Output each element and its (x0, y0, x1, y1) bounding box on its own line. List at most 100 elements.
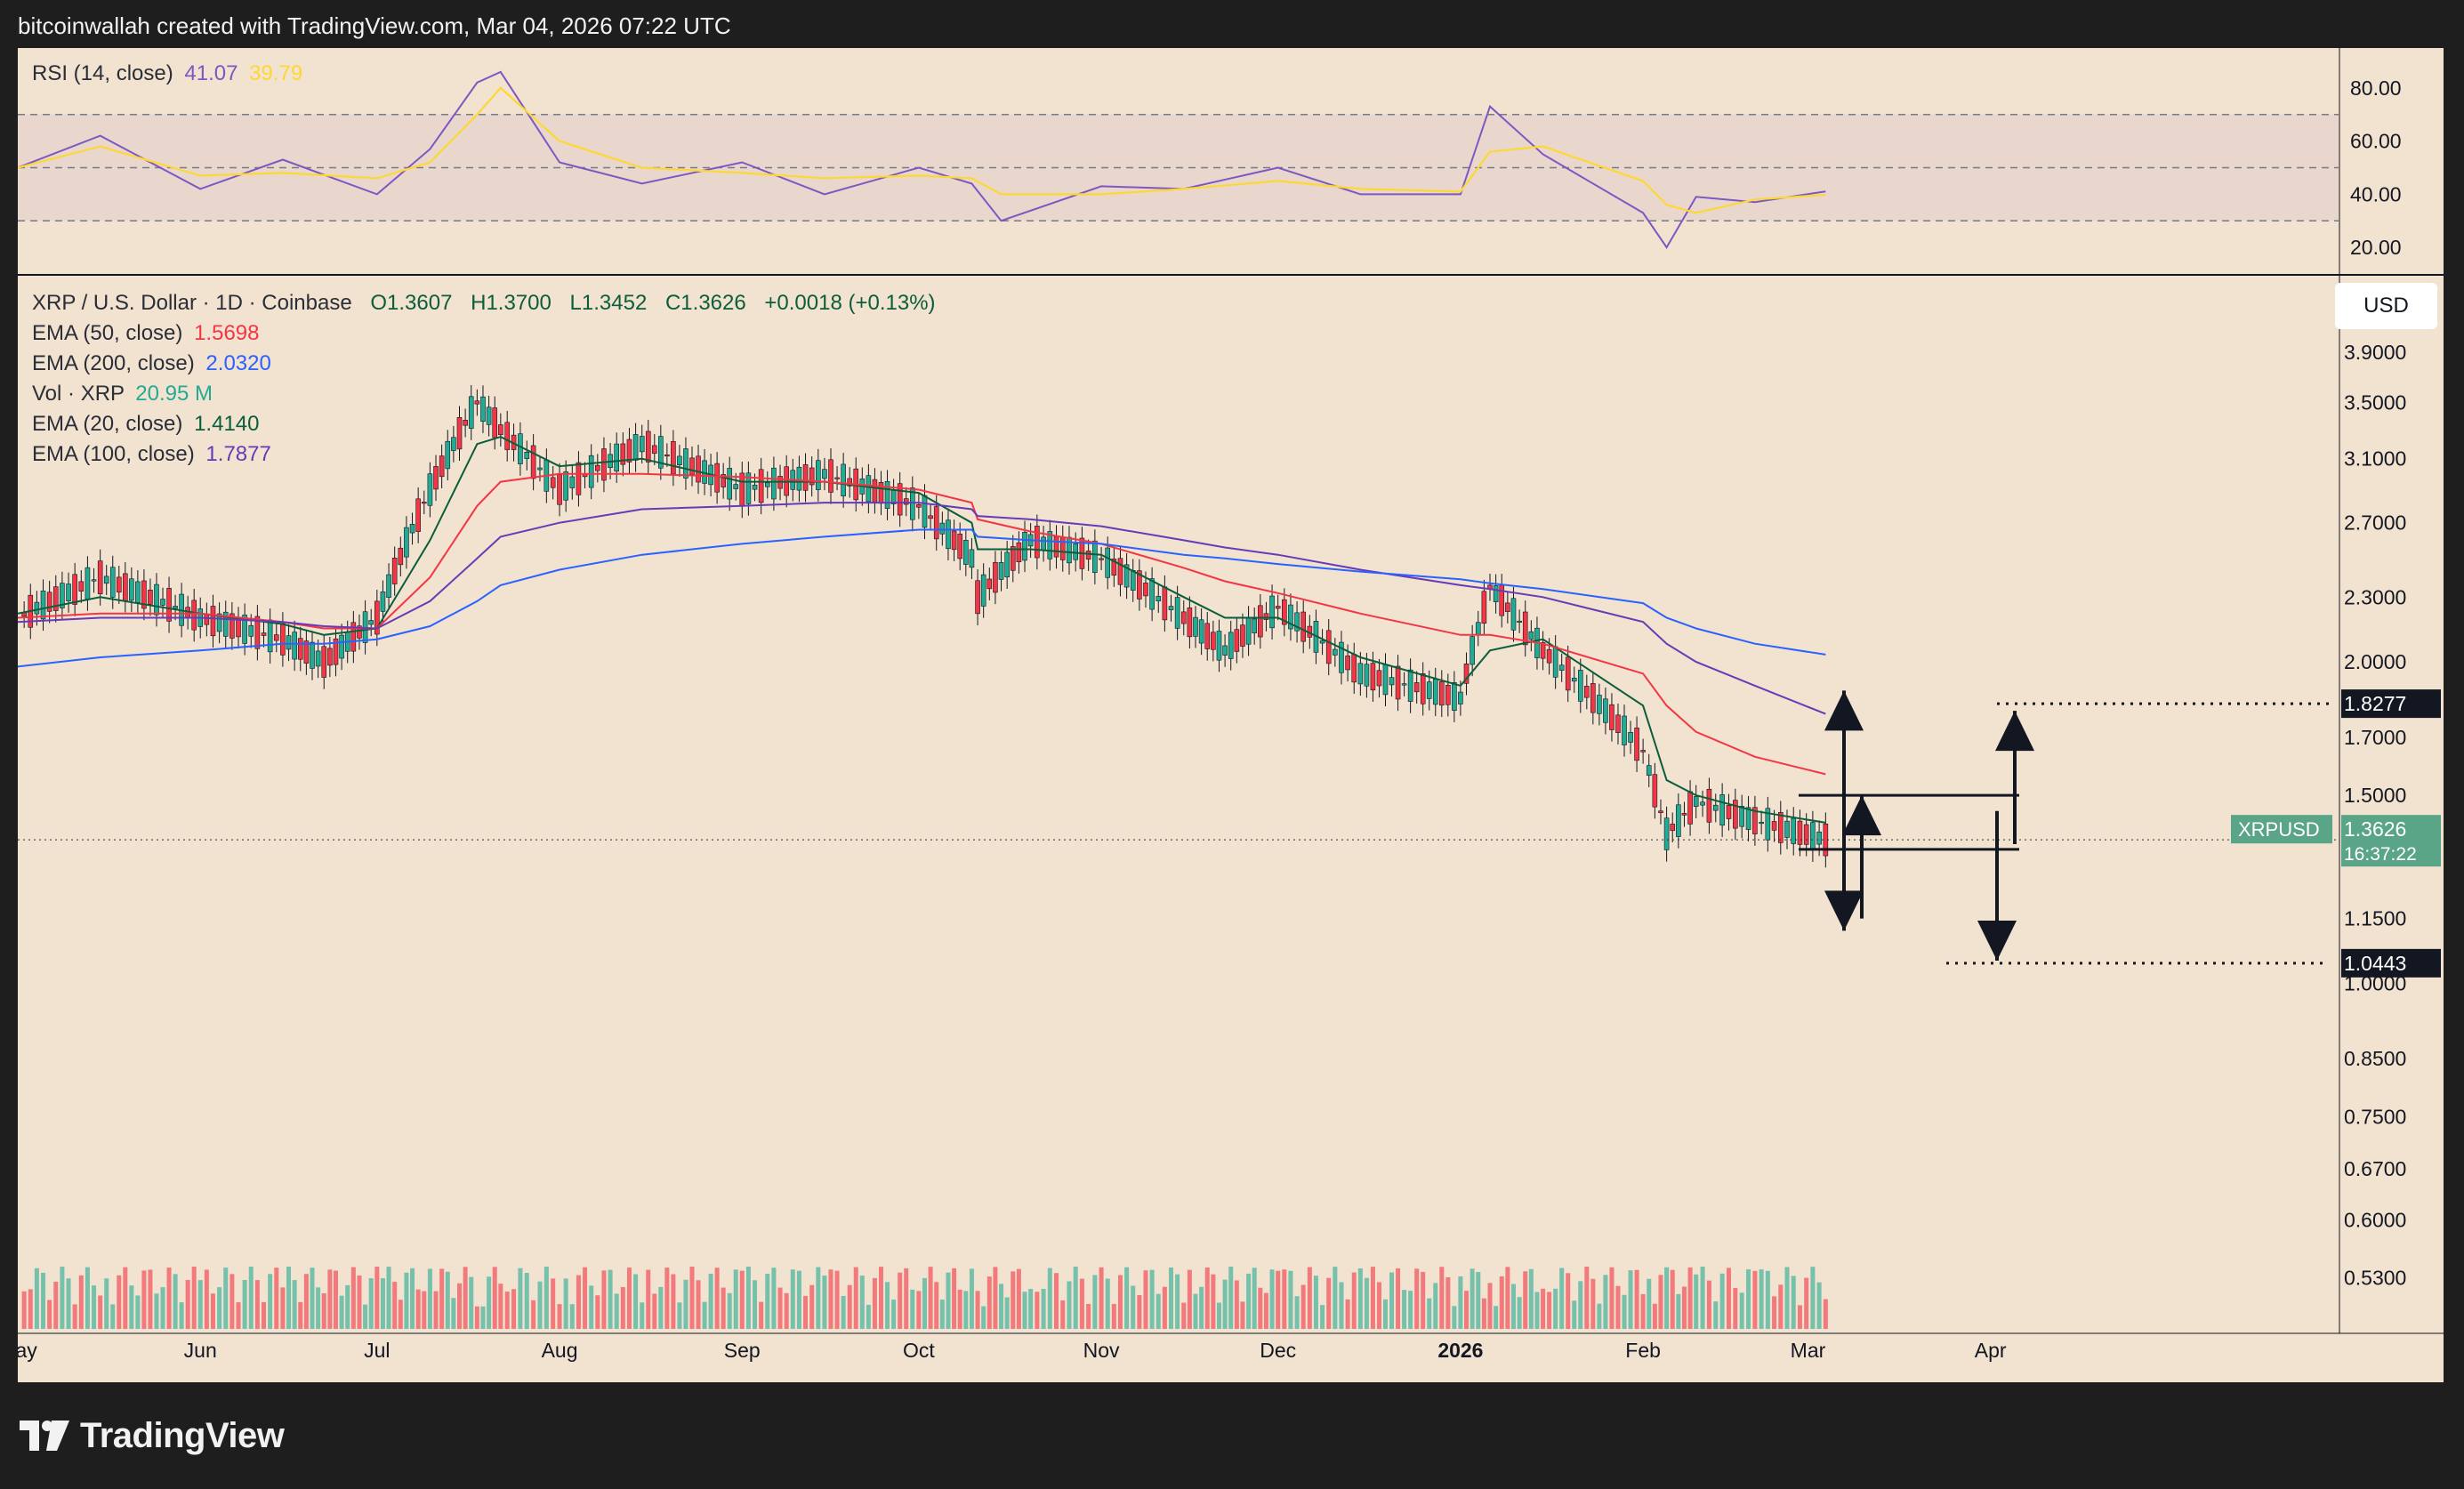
indicator-row-ema50[interactable]: EMA (50, close) 1.5698 (32, 318, 936, 349)
volume-bar (1746, 1269, 1751, 1329)
candle-body (78, 581, 85, 592)
volume-bar (1597, 1303, 1602, 1329)
candle-body (1099, 558, 1104, 560)
price-tick-label: 3.9000 (2344, 341, 2406, 364)
volume-bar (1553, 1288, 1558, 1329)
footer-bar: TradingView (0, 1382, 2464, 1489)
candle-body (1700, 801, 1705, 806)
candle-body (310, 641, 315, 669)
candle-body (1584, 686, 1590, 698)
candle-body (297, 638, 303, 660)
candle-body (764, 482, 770, 487)
volume-bar (1117, 1275, 1123, 1329)
candle-body (1558, 664, 1565, 671)
candle-body (486, 406, 492, 425)
volume-bar (739, 1270, 745, 1329)
candle-body (1004, 551, 1010, 578)
volume-bar (1047, 1268, 1052, 1329)
volume-bar (939, 1300, 945, 1329)
candle-body (1300, 611, 1306, 642)
candle-body (1275, 606, 1281, 609)
candle-body (1345, 656, 1350, 671)
chart-canvas[interactable]: 80.00 60.00 40.00 20.00 3.9000 3.5000 3.1000 2.… (18, 48, 2444, 1382)
volume-bar (210, 1293, 215, 1329)
volume-bar (327, 1269, 333, 1329)
volume-bar (1054, 1273, 1059, 1329)
volume-bar (498, 1284, 503, 1329)
volume-bar (154, 1293, 159, 1329)
volume-bar (993, 1267, 998, 1329)
candle-body (714, 463, 720, 493)
candle-body (216, 613, 222, 632)
candle-body (1222, 645, 1228, 656)
indicator-row-ema100[interactable]: EMA (100, close) 1.7877 (32, 439, 936, 470)
volume-bar (544, 1267, 549, 1329)
volume-bar (1772, 1296, 1777, 1329)
volume-bar (796, 1270, 801, 1329)
candle-body (1263, 613, 1269, 620)
volume-bar (274, 1268, 279, 1329)
candle-body (696, 455, 701, 483)
candle-body (398, 547, 404, 566)
volume-bar (1733, 1287, 1738, 1329)
candle-body (645, 431, 651, 463)
tradingview-logo[interactable]: TradingView (20, 1409, 285, 1462)
indicator-row-ema20[interactable]: EMA (20, close) 1.4140 (32, 409, 936, 439)
symbol-line[interactable]: XRP / U.S. Dollar · 1D · Coinbase (32, 291, 352, 315)
price-tick-label: 0.7500 (2344, 1105, 2406, 1128)
volume-bar (646, 1269, 651, 1329)
volume-bar (834, 1270, 840, 1329)
candle-body (1522, 611, 1528, 646)
volume-bar (822, 1276, 827, 1329)
candle-body (1517, 620, 1522, 624)
volume-bar (427, 1268, 432, 1329)
currency-button[interactable]: USD (2335, 283, 2437, 329)
indicator-row-ema200[interactable]: EMA (200, close) 2.0320 (32, 349, 936, 379)
candle-body (267, 619, 273, 653)
volume-bar (229, 1274, 235, 1329)
indicator-label: EMA (50, close) (32, 321, 183, 345)
candle-body (745, 472, 752, 504)
ohlc-high: H1.3700 (471, 291, 552, 315)
volume-bar (268, 1274, 273, 1329)
volume-bar (1476, 1271, 1481, 1329)
volume-bar (1481, 1298, 1486, 1329)
rsi-legend: RSI (14, close) 41.07 39.79 (32, 59, 302, 89)
candle-body (1797, 820, 1803, 845)
volume-bar (1534, 1292, 1540, 1329)
candle-body (1228, 632, 1234, 659)
candle-body (261, 632, 267, 636)
candle-body (1652, 774, 1658, 808)
candle-body (928, 515, 933, 519)
candle-body (903, 498, 909, 505)
candle-body (350, 622, 357, 652)
price-tick-label: 1.5000 (2344, 784, 2406, 807)
candle-body (1149, 578, 1155, 610)
candle-body (85, 567, 91, 600)
volume-bar (1739, 1292, 1744, 1329)
volume-bar (1067, 1281, 1072, 1329)
candle-body (273, 634, 279, 641)
indicator-value: 20.95 M (135, 382, 213, 406)
volume-bar (1288, 1270, 1293, 1329)
volume-bar (1622, 1294, 1627, 1329)
candle-body (963, 540, 969, 565)
candle-body (1609, 704, 1614, 730)
volume-bar (135, 1295, 141, 1329)
symbol-tag (2231, 815, 2332, 844)
volume-bar (85, 1267, 90, 1329)
volume-bar (1628, 1270, 1633, 1329)
candle-body (1634, 728, 1639, 761)
candle-body (909, 487, 915, 520)
volume-bar (1584, 1267, 1590, 1329)
volume-bar (1086, 1303, 1091, 1329)
volume-bar (1092, 1275, 1098, 1329)
candle-body (847, 478, 852, 487)
upper-target-value: 1.8277 (2344, 692, 2406, 715)
volume-bar (104, 1278, 109, 1329)
indicator-row-volume[interactable]: Vol · XRP 20.95 M (32, 379, 936, 409)
candle-body (52, 586, 59, 611)
candle-body (1676, 804, 1681, 837)
volume-bar (1706, 1280, 1711, 1329)
volume-bar (1421, 1271, 1426, 1329)
